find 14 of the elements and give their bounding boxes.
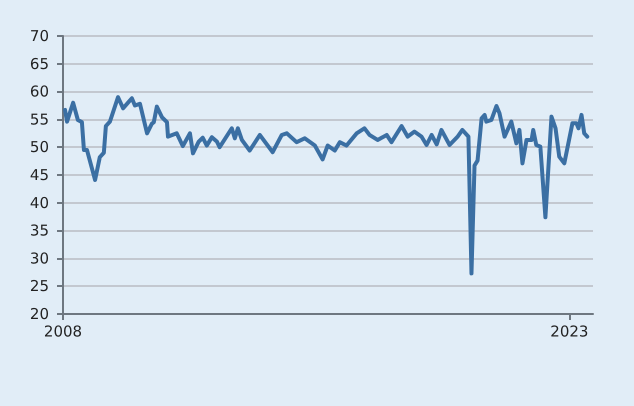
y-tick-label: 60 <box>30 82 49 101</box>
y-tick-label: 40 <box>30 194 49 212</box>
y-tick-label: 25 <box>30 277 49 296</box>
y-tick-label: 70 <box>30 27 49 45</box>
y-tick-label: 30 <box>30 249 49 268</box>
x-tick-label: 2008 <box>44 322 82 340</box>
y-tick-label: 65 <box>30 54 49 73</box>
line-series <box>63 95 590 276</box>
x-tick-label: 2023 <box>550 322 588 340</box>
y-tick-label: 20 <box>30 305 49 323</box>
y-tick-label: 50 <box>30 138 49 156</box>
y-tick-label: 45 <box>30 166 49 184</box>
y-tick-label: 35 <box>30 222 49 240</box>
y-tick-label: 55 <box>30 110 49 128</box>
